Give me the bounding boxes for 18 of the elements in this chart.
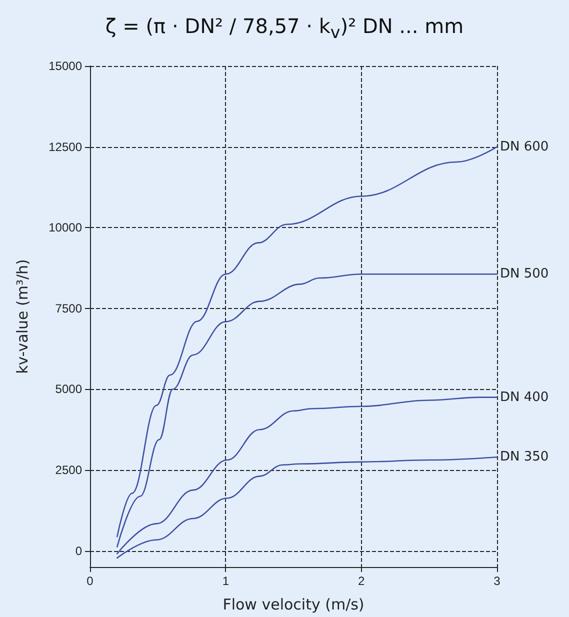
x-tick-label: 0 bbox=[86, 574, 94, 588]
x-tick-label: 1 bbox=[222, 574, 230, 588]
series-label: DN 400 bbox=[500, 390, 549, 405]
y-tick-label: 12500 bbox=[48, 140, 82, 154]
y-tick-label: 2500 bbox=[55, 463, 82, 478]
y-tick-label: 10000 bbox=[48, 220, 82, 235]
chart-title: ζ = (π · DN² / 78,57 · k$_{v}$)² DN ... mm bbox=[104, 14, 465, 42]
x-tick-label: 2 bbox=[358, 574, 365, 588]
series-label: DN 600 bbox=[500, 139, 549, 154]
y-axis-title: kv-value (m³/h) bbox=[14, 259, 32, 374]
x-axis-title: Flow velocity (m/s) bbox=[222, 596, 364, 614]
y-tick-label: 7500 bbox=[55, 301, 82, 316]
y-tick-label: 0 bbox=[75, 544, 82, 558]
series-label: DN 500 bbox=[500, 266, 549, 282]
y-tick-label: 15000 bbox=[48, 59, 82, 73]
y-tick-label: 5000 bbox=[55, 382, 82, 396]
x-tick-label: 3 bbox=[494, 574, 501, 588]
series-label: DN 350 bbox=[500, 450, 549, 465]
